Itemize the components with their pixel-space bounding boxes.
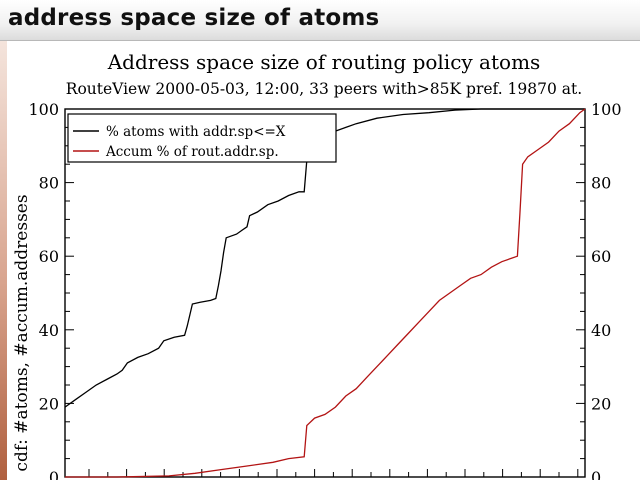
y-tick-label-right: 80 xyxy=(591,174,611,193)
series-line-2 xyxy=(65,108,586,478)
slide-title: address space size of atoms xyxy=(8,5,380,31)
slide-header: address space size of atoms xyxy=(0,0,640,41)
chart-figure: Address space size of routing policy ato… xyxy=(7,41,640,480)
line-chart: Address space size of routing policy ato… xyxy=(12,50,622,480)
y-tick-label-left: 0 xyxy=(49,468,59,480)
y-axis-label: cdf: #atoms, #accum.addresses xyxy=(12,194,32,471)
side-decoration-bar xyxy=(0,41,7,480)
chart-subtitle: RouteView 2000-05-03, 12:00, 33 peers wi… xyxy=(66,80,582,98)
y-tick-label-left: 20 xyxy=(39,394,59,413)
y-tick-label-left: 80 xyxy=(39,174,59,193)
y-tick-label-left: 100 xyxy=(28,100,59,119)
series-line-1 xyxy=(64,108,585,408)
y-tick-label-right: 100 xyxy=(591,100,622,119)
legend-label-series-1: % atoms with addr.sp<=X xyxy=(106,124,286,140)
y-tick-label-right: 0 xyxy=(591,468,601,480)
y-tick-label-left: 60 xyxy=(39,247,59,266)
plot-area-frame xyxy=(64,108,586,478)
legend-label-series-2: Accum % of rout.addr.sp. xyxy=(105,144,279,160)
y-tick-label-right: 60 xyxy=(591,247,611,266)
y-tick-label-right: 20 xyxy=(591,394,611,413)
y-tick-label-right: 40 xyxy=(591,321,611,340)
chart-title: Address space size of routing policy ato… xyxy=(107,50,541,74)
chart-legend: % atoms with addr.sp<=X Accum % of rout.… xyxy=(67,113,337,163)
y-tick-label-left: 40 xyxy=(39,321,59,340)
legend-box xyxy=(67,113,337,163)
